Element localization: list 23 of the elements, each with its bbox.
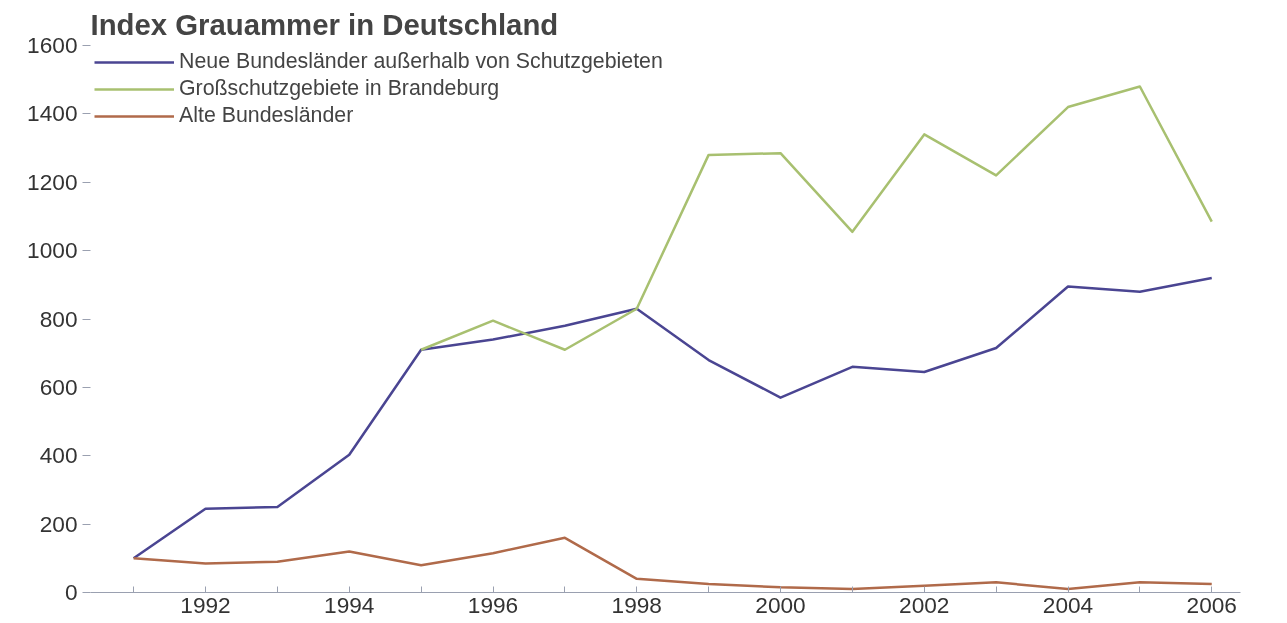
chart-title: Index Grauammer in Deutschland [90,7,559,41]
y-tick-label: 1600 [27,32,78,58]
legend-label: Großschutzgebiete in Brandeburg [179,76,500,101]
legend-label: Neue Bundesländer außerhalb von Schutzgebieten [179,49,663,74]
x-tick-label: 1998 [611,591,662,618]
line-series [132,536,1213,591]
x-tick-label: 2000 [755,591,806,618]
x-tick-label: 1996 [467,591,519,618]
x-tick-label: 1994 [324,591,375,618]
x-tick-label: 2006 [1186,591,1237,618]
y-tick-label: 800 [39,305,78,332]
y-tick-label: 1400 [27,100,78,127]
y-tick-label: 1000 [27,237,78,264]
y-tick-label: 600 [39,373,78,400]
x-tick-label: 1992 [180,591,231,618]
x-tick-label: 2004 [1042,591,1094,618]
y-tick-label: 0 [64,579,78,605]
line-series [132,276,1213,560]
y-tick-label: 200 [39,510,78,537]
y-tick-label: 1200 [27,168,78,195]
x-tick-label: 2002 [899,591,950,618]
legend-label: Alte Bundesländer [179,103,354,128]
y-tick-label: 400 [39,442,78,469]
